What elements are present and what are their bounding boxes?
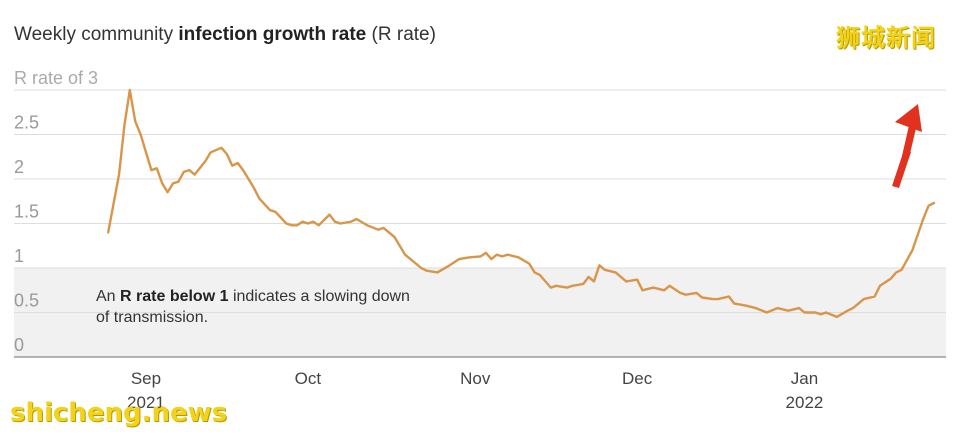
y-tick-label: 0 [14, 335, 24, 355]
x-tick-label: Dec [622, 369, 653, 388]
x-tick-label: Nov [460, 369, 491, 388]
arrow-body [902, 121, 917, 158]
y-tick-label: 0.5 [14, 291, 39, 311]
x-tick-sublabel: 2022 [786, 393, 824, 412]
x-tick-label: Oct [295, 369, 322, 388]
upward-trend-arrow-icon [892, 104, 922, 188]
y-axis-top-label: R rate of 3 [14, 68, 98, 88]
chart-title: Weekly community infection growth rate (… [14, 24, 436, 45]
watermark-logo-en: shicheng.news [10, 398, 228, 428]
x-tick-label: Sep [131, 369, 161, 388]
y-tick-label: 1.5 [14, 202, 39, 222]
watermark-logo-cn: 狮城新闻 [836, 24, 936, 52]
x-tick-sublabel: 2021 [127, 393, 165, 412]
r-rate-series-line [107, 88, 936, 319]
annotation-text: An R rate below 1 indicates a slowing do… [96, 288, 410, 326]
y-tick-label: 1 [14, 246, 24, 266]
y-tick-label: 2 [14, 157, 24, 177]
y-tick-label: 2.5 [14, 113, 39, 133]
y-axis-labels: 0 0.5 1 1.5 2 2.5 [14, 113, 39, 356]
x-tick-label: Jan [791, 369, 818, 388]
grid-lines [14, 89, 946, 358]
x-axis-labels: Sep 2021 Oct Nov Dec Jan 2022 [127, 369, 823, 412]
arrow-shaft [892, 150, 911, 188]
